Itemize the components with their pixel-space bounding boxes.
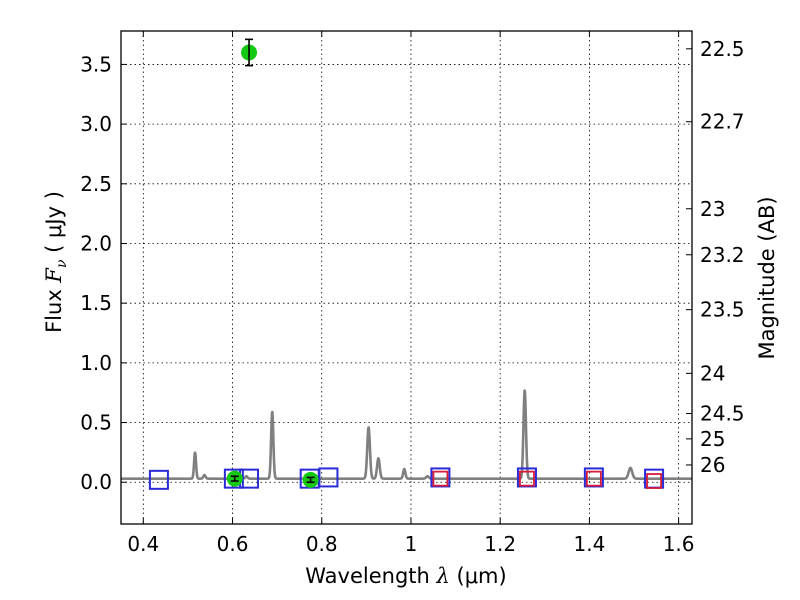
x-axis-title: Wavelength λ (μm) [305,564,506,588]
x-tick-label: 1.6 [663,532,695,556]
mag-tick-label: 24.5 [700,402,745,426]
upper-limit-marker [519,470,535,487]
upper-limit-marker [585,470,602,487]
mag-tick-label: 22.5 [700,37,745,61]
y-tick-label: 2.5 [80,172,112,196]
y-tick-label: 0.5 [80,411,112,435]
upper-limit-marker [646,473,662,489]
marker-layer [148,38,665,490]
y-tick-label: 0.0 [80,470,112,494]
mag-tick-label: 22.7 [700,110,745,134]
upper-limit-marker [432,470,449,487]
tick-marks [121,31,692,524]
grid [121,31,692,524]
mag-tick-label: 23.5 [700,298,745,322]
mag-tick-label: 25 [700,427,725,451]
model-photometry-marker [318,467,339,488]
spectrum-layer [121,389,692,480]
tick-labels: 0.4 0.6 0.8 1 1.2 1.4 1.6 0.0 0.5 1.0 1.5 2.0 2.5 3.0… [80,37,744,556]
y-tick-label: 1.0 [80,351,112,375]
spectrum-line [121,389,692,480]
x-tick-label: 1.2 [484,532,516,556]
plot-frame [120,30,693,525]
y-tick-label: 2.0 [80,231,112,255]
x-tick-label: 0.4 [127,532,159,556]
mag-tick-label: 23 [700,197,725,221]
y-tick-label: 3.5 [80,52,112,76]
x-tick-label: 0.6 [217,532,249,556]
x-tick-label: 1 [405,532,418,556]
mag-tick-label: 23.2 [700,243,745,267]
mag-tick-label: 24 [700,361,725,385]
x-tick-label: 0.8 [306,532,338,556]
y-tick-label: 3.0 [80,112,112,136]
model-photometry-marker [223,468,244,489]
y-tick-label: 1.5 [80,291,112,315]
y-axis-title: Flux Fν ( μJy ) [42,191,70,333]
model-photometry-marker [148,469,169,490]
mag-tick-label: 26 [700,453,725,477]
x-tick-label: 1.4 [573,532,605,556]
right-axis-title: Magnitude (AB) [755,196,779,359]
